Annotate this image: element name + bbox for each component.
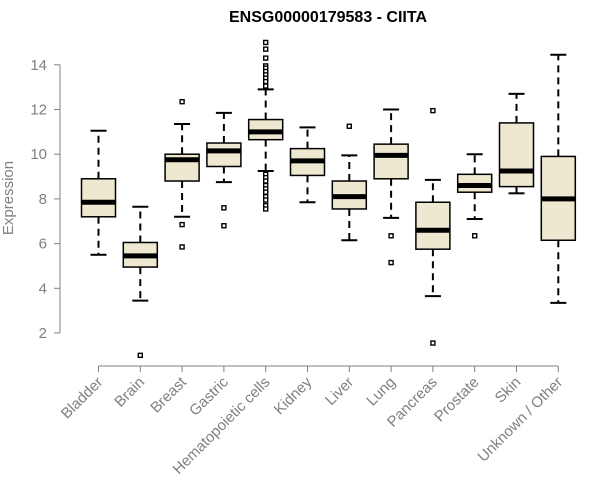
y-tick-label: 6 <box>39 236 47 253</box>
y-tick-label: 12 <box>30 102 47 119</box>
outlier-point <box>263 46 269 52</box>
outlier-point <box>346 123 352 129</box>
x-tick-label: Lung <box>363 374 399 410</box>
outlier-point <box>472 233 478 239</box>
outlier-point <box>179 221 185 228</box>
box-3 <box>206 111 242 229</box>
y-tick-label: 8 <box>39 191 47 208</box>
outlier-point <box>388 259 394 266</box>
y-tick-label: 14 <box>30 57 47 74</box>
y-axis-label: Expression <box>0 161 17 235</box>
outlier-point <box>263 39 269 46</box>
x-tick-label: Bladder <box>58 374 107 423</box>
iqr-box <box>415 201 451 250</box>
iqr-box <box>206 142 242 168</box>
iqr-box <box>498 122 535 188</box>
box-7 <box>373 108 409 266</box>
plot-area <box>80 39 577 359</box>
outlier-point <box>221 205 227 211</box>
x-tick-label: Kidney <box>271 373 316 418</box>
x-tick-label: Liver <box>322 374 357 409</box>
box-8 <box>415 107 451 346</box>
outlier-point <box>263 78 269 85</box>
box-5 <box>289 126 326 204</box>
outlier-point <box>263 206 269 212</box>
outlier-point <box>179 244 185 250</box>
x-tick-label: Prostate <box>431 374 483 426</box>
iqr-box <box>373 143 409 180</box>
box-9 <box>456 153 493 239</box>
x-tick-label: Skin <box>492 374 525 407</box>
y-tick-label: 10 <box>30 146 47 163</box>
outlier-point <box>263 83 269 89</box>
y-axis: 2 4 6 8 10 12 14 <box>30 57 61 342</box>
outlier-point <box>179 98 185 105</box>
outlier-point <box>388 233 394 239</box>
box-1 <box>122 205 159 359</box>
box-4 <box>247 39 284 212</box>
box-10 <box>498 92 535 195</box>
outlier-point <box>137 352 144 359</box>
iqr-box <box>80 178 117 218</box>
outlier-point <box>263 197 269 203</box>
x-tick-label: Brain <box>111 374 148 411</box>
box-0 <box>80 129 117 256</box>
box-11 <box>540 53 577 304</box>
x-tick-label: Breast <box>147 373 190 416</box>
y-tick-label: 2 <box>39 325 47 342</box>
outlier-point <box>221 223 227 229</box>
outlier-point <box>263 55 269 61</box>
outlier-point <box>430 107 436 114</box>
chart-title: ENSG00000179583 - CIITA <box>229 9 427 26</box>
box-2 <box>164 98 200 250</box>
outlier-point <box>263 178 269 184</box>
outlier-point <box>263 189 269 195</box>
box-6 <box>331 123 368 242</box>
y-tick-label: 4 <box>39 280 47 297</box>
outlier-point <box>430 340 436 346</box>
